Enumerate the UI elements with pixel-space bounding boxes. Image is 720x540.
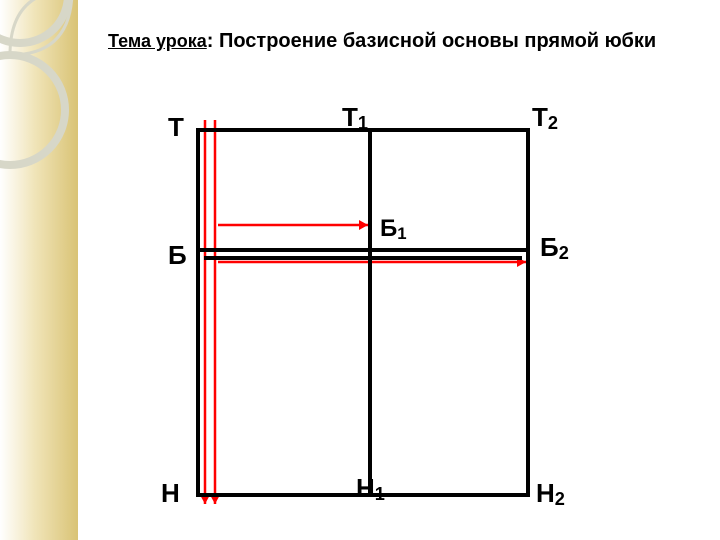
label-B2: Б2: [540, 232, 569, 263]
label-B: Б: [168, 240, 187, 271]
label-T2: Т2: [532, 102, 558, 133]
label-N2: Н2: [536, 478, 565, 509]
label-N1: Н1: [356, 473, 385, 504]
label-T1: Т1: [342, 102, 368, 133]
label-T: Т: [168, 112, 184, 143]
label-N: Н: [161, 478, 180, 509]
label-B1: Б1: [380, 215, 407, 243]
skirt-diagram: [0, 0, 720, 540]
